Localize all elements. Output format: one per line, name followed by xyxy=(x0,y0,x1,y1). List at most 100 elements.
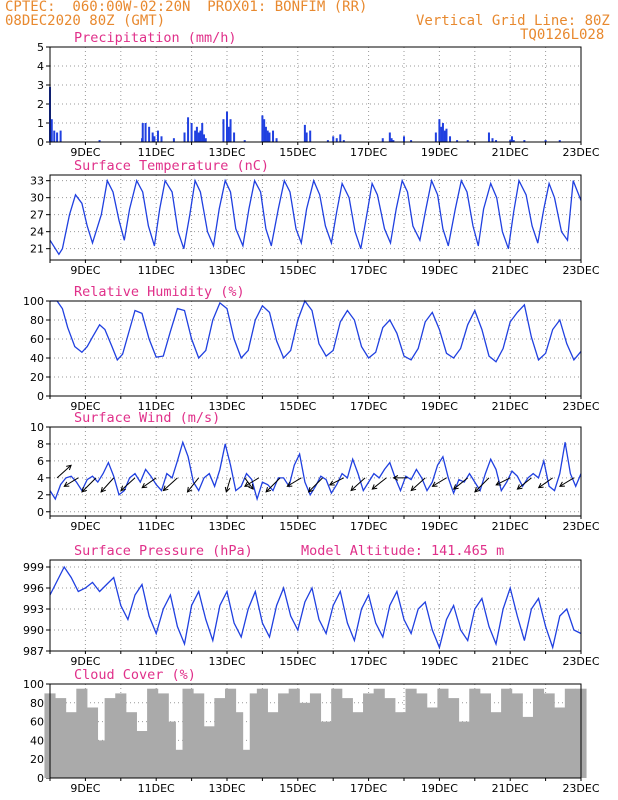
relative-humidity-ytick-label: 0 xyxy=(37,390,44,403)
relative-humidity-ytick-label: 100 xyxy=(23,295,44,308)
surface-temperature-point xyxy=(230,191,231,193)
surface-wind-point xyxy=(389,462,391,463)
surface-temperature-point xyxy=(189,214,191,216)
precipitation-bar xyxy=(326,140,329,142)
surface-pressure-point xyxy=(290,615,292,617)
surface-wind-point xyxy=(346,477,348,479)
relative-humidity-point xyxy=(134,310,136,311)
surface-wind-point xyxy=(150,475,152,477)
surface-temperature-point xyxy=(142,191,144,193)
precipitation-bar xyxy=(194,130,197,142)
surface-pressure-point xyxy=(325,633,327,634)
precipitation-bar xyxy=(53,130,56,142)
precipitation-bar xyxy=(199,130,202,142)
surface-pressure-point xyxy=(368,594,369,596)
surface-pressure-ytick-label: 987 xyxy=(23,645,44,658)
relative-humidity-point xyxy=(488,355,490,357)
surface-pressure-xtick-label: 11DEC xyxy=(138,655,175,668)
cloud-cover-bar xyxy=(426,707,438,778)
surface-wind-xtick-label: 23DEC xyxy=(562,520,599,533)
surface-temperature-point xyxy=(567,239,568,241)
cloud-cover-bar xyxy=(115,693,127,778)
surface-pressure-line xyxy=(49,565,582,650)
relative-humidity-point xyxy=(111,346,113,347)
surface-wind-point xyxy=(299,453,300,455)
cloud-cover-bar xyxy=(65,712,77,778)
surface-wind-wind-arrowhead xyxy=(410,485,417,492)
surface-temperature-point xyxy=(390,242,391,244)
precipitation-bar xyxy=(98,140,101,142)
surface-pressure-point xyxy=(177,626,178,627)
surface-temperature-point xyxy=(472,225,474,227)
surface-temperature-point xyxy=(525,194,527,196)
surface-temperature-point xyxy=(437,194,439,196)
surface-wind-wind-arrow xyxy=(225,477,232,493)
precipitation-bar xyxy=(510,136,513,142)
surface-temperature-point xyxy=(69,214,70,216)
cloud-cover-bar xyxy=(384,698,396,778)
surface-temperature-point xyxy=(283,180,285,182)
precipitation-bar xyxy=(227,126,230,142)
surface-temperature-xtick-label: 13DEC xyxy=(208,264,245,277)
surface-wind-wind-arrow xyxy=(81,477,97,493)
surface-temperature-point xyxy=(537,242,539,244)
surface-pressure-point xyxy=(155,633,157,634)
precipitation-xtick-label: 19DEC xyxy=(421,146,458,159)
precipitation-bar xyxy=(151,132,154,142)
surface-pressure-point xyxy=(410,633,412,634)
surface-temperature-point xyxy=(341,183,343,184)
surface-temperature-point xyxy=(295,228,297,230)
precipitation-bar xyxy=(303,124,306,142)
surface-wind-point xyxy=(469,473,470,475)
surface-temperature-point xyxy=(377,194,378,196)
surface-pressure-point xyxy=(113,577,115,578)
surface-wind-point xyxy=(437,464,439,466)
surface-pressure-point xyxy=(233,622,235,624)
surface-temperature-point xyxy=(401,180,403,182)
surface-wind-point xyxy=(92,475,93,477)
precipitation-ytick-label: 2 xyxy=(37,98,44,111)
relative-humidity-point xyxy=(396,332,398,334)
precipitation-bar xyxy=(226,111,228,142)
surface-pressure-point xyxy=(191,605,193,606)
surface-wind-point xyxy=(145,468,146,470)
cloud-cover-bar xyxy=(490,712,502,778)
surface-pressure-annotation: Model Altitude: 141.465 m xyxy=(301,543,504,559)
surface-temperature-point xyxy=(118,219,120,221)
surface-wind-point xyxy=(400,490,401,491)
header-line1: CPTEC: 060:00W-02:20N PROX01: BONFIM (RR… xyxy=(5,0,368,15)
surface-wind-point xyxy=(123,490,125,491)
surface-temperature-point xyxy=(554,197,555,199)
precipitation-bar xyxy=(229,119,232,142)
surface-wind-wind-arrow xyxy=(64,477,79,487)
surface-wind-point xyxy=(575,485,577,487)
surface-temperature-point xyxy=(254,180,256,182)
surface-temperature-point xyxy=(235,228,237,230)
surface-temperature-ytick-label: 27 xyxy=(30,209,44,222)
surface-pressure-point xyxy=(481,598,483,599)
surface-wind-point xyxy=(527,477,529,479)
cloud-cover-bar xyxy=(479,693,491,778)
relative-humidity-point xyxy=(290,350,292,351)
cloud-cover-ytick-label: 40 xyxy=(30,734,44,747)
relative-humidity-point xyxy=(410,359,412,361)
surface-temperature-ytick-label: 21 xyxy=(30,243,44,256)
surface-pressure-point xyxy=(148,615,150,617)
surface-wind-wind-arrowhead xyxy=(265,486,272,493)
relative-humidity-point xyxy=(219,302,221,304)
cloud-cover-bar xyxy=(448,698,460,778)
surface-wind-point xyxy=(415,468,417,470)
relative-humidity-point xyxy=(116,359,118,361)
surface-wind-point xyxy=(368,481,369,483)
surface-temperature-point xyxy=(270,245,272,247)
precipitation-bar xyxy=(272,130,275,142)
surface-wind-point xyxy=(490,458,492,460)
relative-humidity-point xyxy=(424,321,426,323)
cloud-cover-bar xyxy=(501,688,513,778)
precipitation-bar xyxy=(495,140,498,142)
relative-humidity-point xyxy=(297,319,299,321)
cloud-cover-xtick-label: 23DEC xyxy=(562,782,599,795)
relative-humidity-ytick-label: 40 xyxy=(30,352,44,365)
surface-temperature-title: Surface Temperature (nC) xyxy=(74,158,269,174)
surface-wind-wind-arrowhead xyxy=(328,480,335,486)
